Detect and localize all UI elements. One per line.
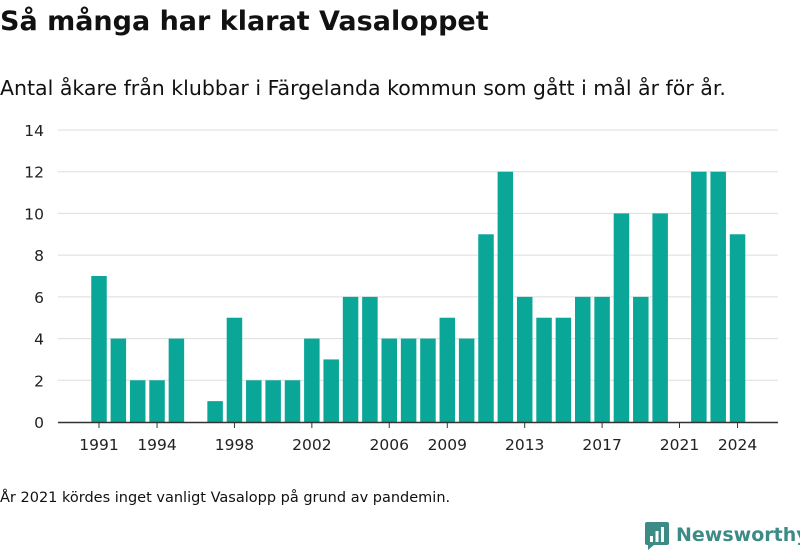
- x-axis: [58, 421, 778, 428]
- bar: [478, 234, 494, 422]
- logo-text: Newsworthy: [676, 524, 800, 546]
- bar: [536, 317, 552, 422]
- bar: [91, 276, 107, 422]
- y-tick-label: 2: [34, 372, 44, 390]
- bar-chart: 0 2 4 6 8 10 12 14 1991 1994 1998 2002 2006 2009 2013 2…: [24, 122, 778, 454]
- bar: [516, 296, 533, 422]
- x-tick-label: 2017: [582, 436, 621, 454]
- y-tick-label: 12: [24, 164, 44, 182]
- y-tick-label: 10: [24, 205, 44, 223]
- x-tick-label: 2013: [505, 436, 544, 454]
- bar: [323, 359, 339, 422]
- x-tick-label: 1998: [215, 436, 254, 454]
- bar: [342, 296, 359, 422]
- bar: [594, 296, 610, 422]
- bar: [129, 380, 146, 422]
- bar: [420, 338, 436, 422]
- bar: [246, 380, 262, 422]
- bar: [710, 171, 726, 422]
- bar: [304, 338, 320, 422]
- x-tick-label: 2009: [428, 436, 467, 454]
- x-tick-label: 2002: [292, 436, 331, 454]
- chart-subtitle: Antal åkare från klubbar i Färgelanda ko…: [0, 76, 726, 100]
- bar: [652, 213, 668, 422]
- newsworthy-logo: Newsworthy: [644, 520, 800, 550]
- bar: [439, 317, 456, 422]
- bar: [110, 338, 127, 422]
- y-tick-label: 6: [34, 289, 44, 307]
- y-tick-label: 14: [24, 122, 44, 140]
- bar: [149, 380, 165, 422]
- bar: [555, 317, 572, 422]
- y-tick-label: 0: [34, 414, 44, 432]
- bar: [575, 296, 591, 422]
- bar: [400, 338, 417, 422]
- bar: [284, 380, 301, 422]
- bar: [381, 338, 397, 422]
- x-tick-label: 2024: [718, 436, 757, 454]
- bar: [207, 401, 223, 422]
- footnote: År 2021 kördes inget vanligt Vasalopp på…: [0, 490, 451, 506]
- bar: [729, 234, 746, 422]
- bar: [226, 317, 243, 422]
- bar: [168, 338, 185, 422]
- bar: [613, 213, 630, 422]
- y-tick-label: 4: [34, 331, 44, 349]
- bars: [91, 171, 746, 422]
- bar: [497, 171, 514, 422]
- tick-labels: 0 2 4 6 8 10 12 14 1991 1994 1998 2002 2006 2009 2013 2…: [24, 122, 757, 454]
- gridlines: [58, 129, 778, 381]
- x-tick-label: 2006: [370, 436, 409, 454]
- x-tick-label: 1994: [137, 436, 176, 454]
- bar: [458, 338, 475, 422]
- y-tick-label: 8: [34, 247, 44, 265]
- newsworthy-logo-icon: [645, 522, 669, 550]
- x-tick-label: 2021: [660, 436, 699, 454]
- bar: [265, 380, 281, 422]
- chart-title: Så många har klarat Vasaloppet: [0, 6, 489, 37]
- bar: [633, 296, 649, 422]
- x-tick-label: 1991: [79, 436, 118, 454]
- bar: [362, 296, 378, 422]
- bar: [691, 171, 707, 422]
